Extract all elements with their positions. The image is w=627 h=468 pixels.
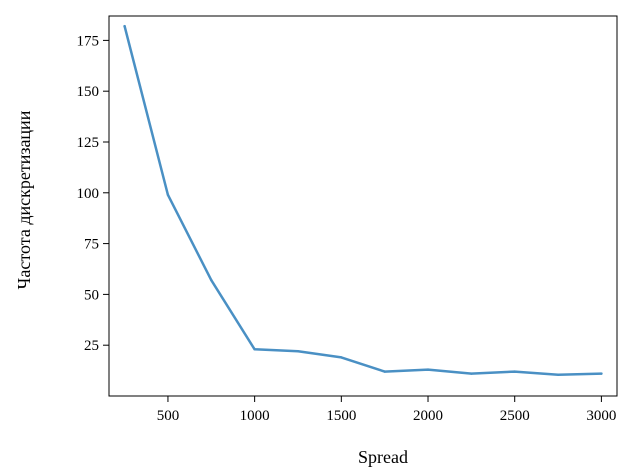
y-tick-label: 75	[84, 237, 99, 253]
x-axis-label: Spread	[358, 447, 408, 467]
data-point	[556, 373, 560, 376]
y-tick-label: 125	[77, 135, 100, 151]
x-tick-label: 1000	[240, 408, 270, 424]
data-point	[513, 370, 516, 373]
data-point	[383, 370, 386, 373]
y-tick-label: 150	[77, 84, 100, 100]
x-tick-label: 500	[157, 408, 180, 424]
data-point	[296, 350, 300, 353]
y-tick-label: 50	[84, 287, 99, 303]
x-tick-label: 2500	[500, 408, 530, 424]
data-point	[210, 278, 213, 282]
x-tick-label: 2000	[413, 408, 443, 424]
y-tick-label: 25	[84, 338, 99, 354]
y-axis-label: Частота дискретизации	[14, 110, 34, 289]
x-tick-label: 1500	[326, 408, 356, 424]
x-tick-label: 3000	[586, 408, 616, 424]
data-point	[123, 24, 126, 28]
plot-frame	[108, 15, 618, 397]
data-point	[253, 348, 256, 351]
data-point	[340, 356, 343, 359]
y-axis-ticks: 25 50 75 100 125 150 175	[77, 33, 109, 354]
series-line	[123, 24, 603, 376]
data-point	[600, 372, 603, 375]
data-point	[426, 368, 430, 371]
x-axis-ticks: 500 1000 1500 2000 2500 3000	[157, 396, 616, 424]
data-point	[470, 372, 473, 375]
y-tick-label: 175	[77, 33, 100, 49]
data-point	[166, 193, 170, 197]
series-layer	[123, 24, 603, 376]
y-tick-label: 100	[77, 186, 100, 202]
